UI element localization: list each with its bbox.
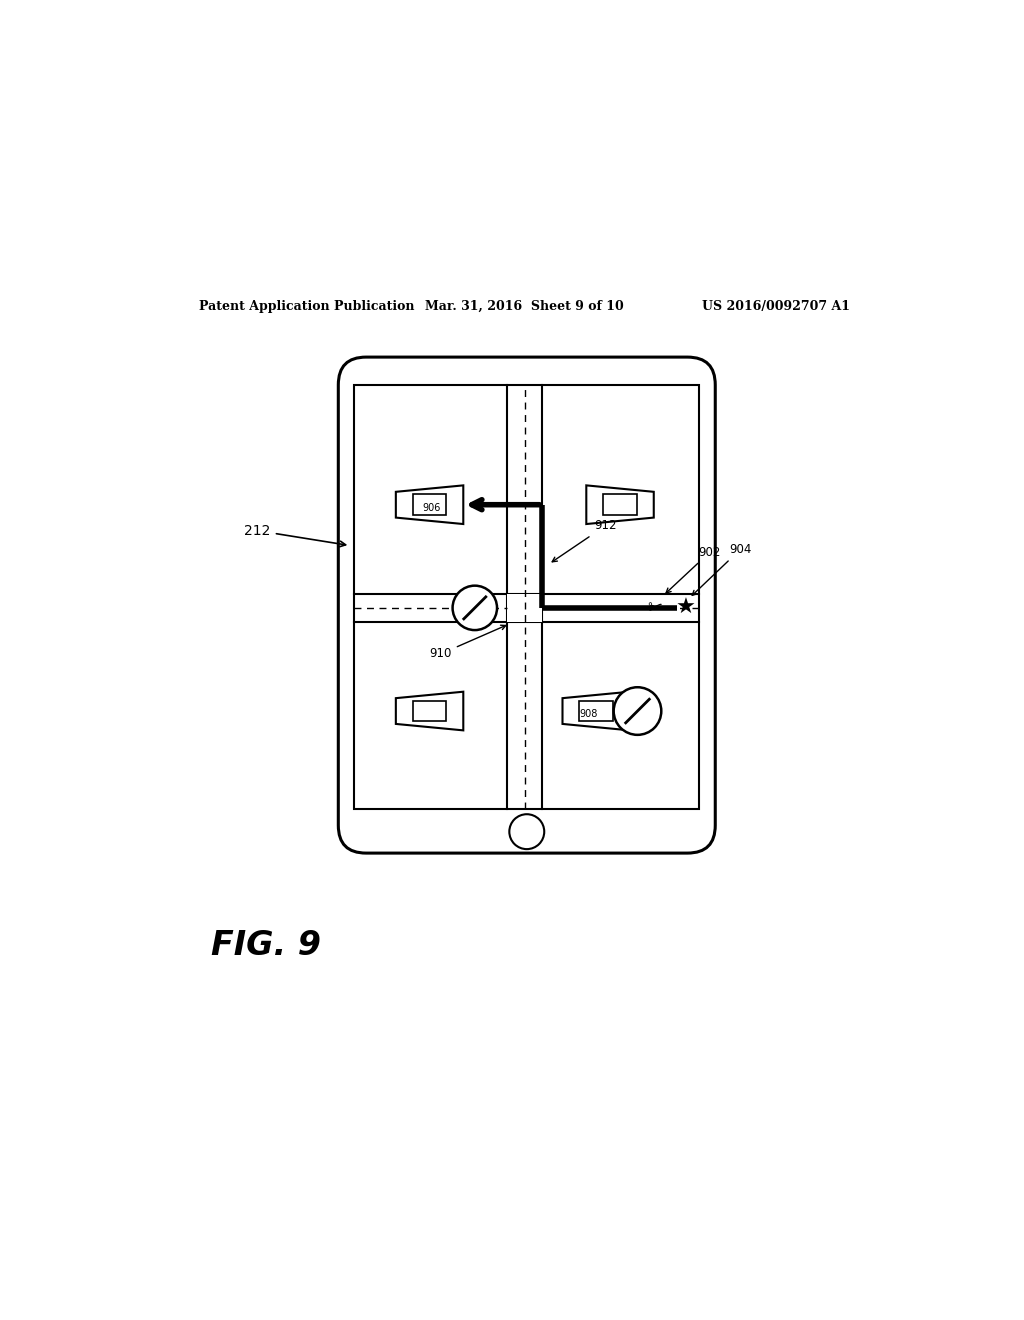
Text: Patent Application Publication: Patent Application Publication (200, 300, 415, 313)
Bar (413, 495, 446, 515)
Polygon shape (587, 486, 653, 524)
Text: 908: 908 (580, 709, 597, 719)
Circle shape (613, 688, 662, 735)
Bar (603, 495, 637, 515)
Text: ✂: ✂ (647, 599, 663, 616)
Circle shape (509, 814, 544, 849)
Text: 912: 912 (552, 520, 616, 562)
Text: US 2016/0092707 A1: US 2016/0092707 A1 (702, 300, 850, 313)
Polygon shape (562, 692, 630, 730)
FancyBboxPatch shape (338, 358, 715, 853)
Bar (354, 385, 699, 809)
Bar (413, 701, 446, 722)
Circle shape (453, 586, 497, 630)
Polygon shape (396, 692, 463, 730)
Polygon shape (396, 486, 463, 524)
Text: FIG. 9: FIG. 9 (211, 929, 322, 962)
Text: 902: 902 (666, 545, 721, 593)
Text: 212: 212 (245, 524, 346, 546)
Text: 906: 906 (423, 503, 441, 513)
Text: Mar. 31, 2016  Sheet 9 of 10: Mar. 31, 2016 Sheet 9 of 10 (425, 300, 625, 313)
Bar (580, 701, 613, 722)
Bar (507, 594, 543, 622)
Text: ★: ★ (675, 598, 695, 618)
Text: 904: 904 (692, 544, 752, 595)
Text: 910: 910 (430, 626, 506, 660)
